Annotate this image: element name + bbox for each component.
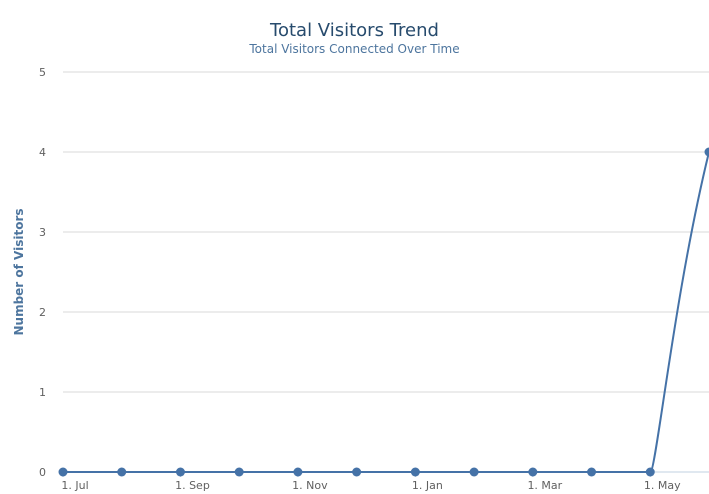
data-point[interactable] [704, 147, 709, 157]
y-axis-title: Number of Visitors [12, 208, 26, 335]
chart-subtitle: Total Visitors Connected Over Time [249, 42, 460, 56]
y-tick-label: 2 [39, 306, 46, 319]
chart-title: Total Visitors Trend [270, 20, 439, 41]
data-point[interactable] [352, 467, 362, 477]
x-tick-label: 1. May [644, 479, 681, 492]
x-tick-label: 1. Sep [175, 479, 210, 492]
x-tick-label: 1. Nov [292, 479, 328, 492]
y-axis-ticks: 0 1 2 3 4 5 [39, 66, 46, 479]
series-line [63, 151, 709, 473]
x-tick-label: 1. Jul [61, 479, 88, 492]
data-point[interactable] [117, 467, 127, 477]
y-tick-label: 1 [39, 386, 46, 399]
data-point[interactable] [175, 467, 185, 477]
x-tick-label: 1. Mar [527, 479, 562, 492]
data-point[interactable] [234, 467, 244, 477]
y-tick-label: 5 [39, 66, 46, 79]
y-tick-label: 0 [39, 466, 46, 479]
data-point[interactable] [469, 467, 479, 477]
y-tick-label: 3 [39, 226, 46, 239]
x-tick-label: 1. Jan [412, 479, 443, 492]
data-point[interactable] [587, 467, 597, 477]
data-point[interactable] [293, 467, 303, 477]
y-tick-label: 4 [39, 146, 46, 159]
data-point[interactable] [410, 467, 420, 477]
data-point[interactable] [528, 467, 538, 477]
grid-lines [63, 71, 709, 473]
x-axis-ticks: 1. Jul 1. Sep 1. Nov 1. Jan 1. Mar 1. May [61, 472, 681, 492]
data-points [58, 147, 709, 477]
data-point[interactable] [58, 467, 68, 477]
chart-header: Total Visitors Trend Total Visitors Conn… [0, 0, 709, 57]
data-point[interactable] [645, 467, 655, 477]
